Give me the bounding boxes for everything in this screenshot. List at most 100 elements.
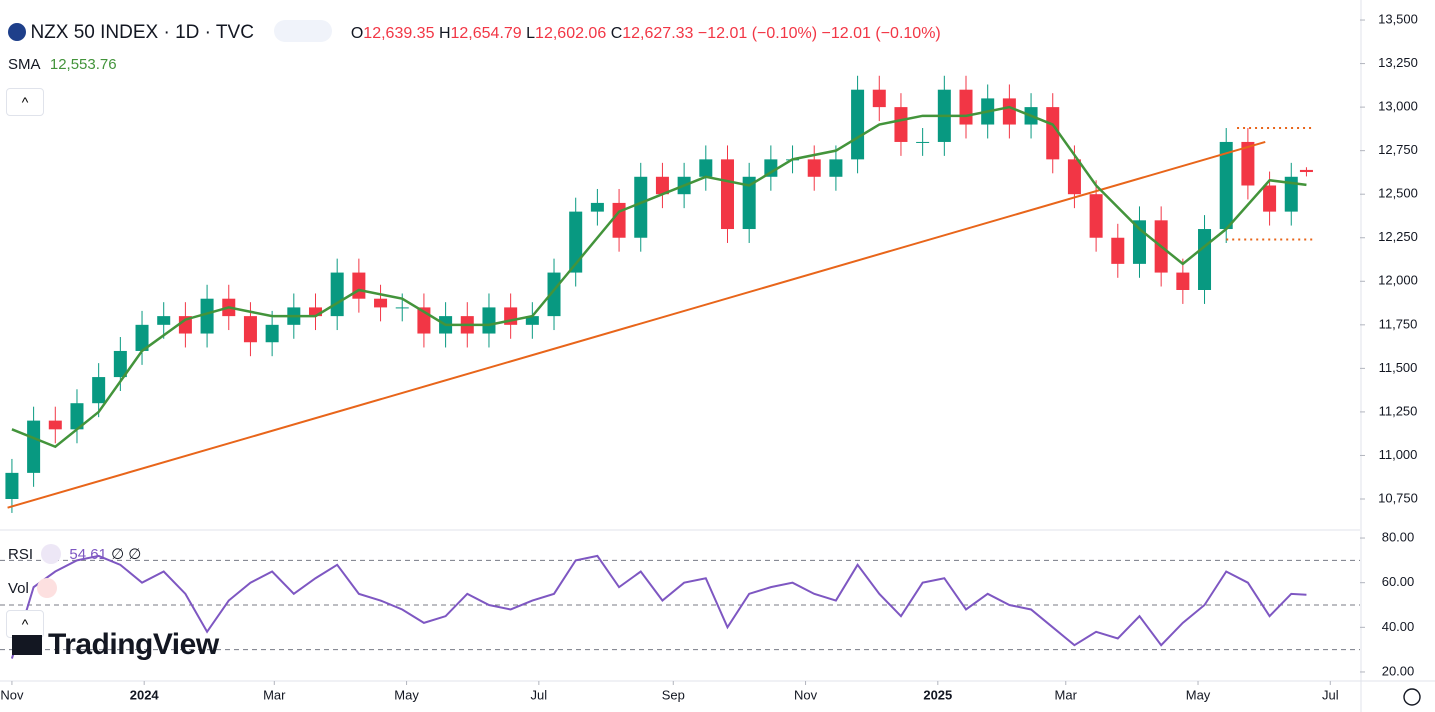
brand-name: TradingView <box>48 628 219 661</box>
candle-body <box>352 272 366 299</box>
candle-body <box>1284 176 1298 212</box>
candle-body <box>265 324 279 343</box>
candle-body <box>1263 185 1277 212</box>
y-tick-label: 10,750 <box>1378 490 1418 505</box>
candle-body <box>959 89 973 125</box>
x-tick-label: 2024 <box>130 687 160 702</box>
candle-body <box>547 272 561 317</box>
candle-body <box>92 377 106 404</box>
sma-legend: SMA 12,553.76 <box>8 56 117 73</box>
candle-body <box>894 107 908 142</box>
y-tick-label: 11,500 <box>1379 360 1418 375</box>
y-tick-label: 11,750 <box>1379 316 1418 331</box>
y-tick-label: 13,250 <box>1378 55 1418 70</box>
candle-body <box>482 307 496 334</box>
candle-body <box>590 202 604 212</box>
sma-name: SMA <box>8 56 40 73</box>
sma-line <box>11 105 1307 449</box>
candle-body <box>330 272 344 317</box>
candle-body <box>1132 220 1146 264</box>
candle-body <box>1219 141 1233 230</box>
y-tick-label: 13,000 <box>1378 99 1418 114</box>
brand-icon <box>12 635 42 655</box>
rsi-name: RSI <box>8 546 34 563</box>
rsi-value: 54.61 <box>69 546 107 563</box>
candle-body <box>395 307 409 309</box>
low-value: 12,602.06 <box>535 25 607 42</box>
candle-body <box>135 324 149 351</box>
candle-body <box>157 316 171 325</box>
candle-body <box>1198 229 1212 290</box>
candle-body <box>764 159 778 177</box>
x-tick-label: Nov <box>0 687 24 702</box>
candle-body <box>634 176 648 238</box>
candle-body <box>70 403 84 430</box>
y-tick-label: 13,500 <box>1378 11 1418 26</box>
candle-body <box>27 420 41 473</box>
candle-body <box>5 472 19 499</box>
candle-body <box>1067 159 1081 195</box>
candle-body <box>1241 141 1255 186</box>
header: NZX 50 INDEX · 1D · TVC O12,639.35 H12,6… <box>8 20 941 44</box>
vol-legend: Vol <box>8 578 58 598</box>
y-tick-label: 11,000 <box>1379 447 1418 462</box>
candle-body <box>829 159 843 177</box>
x-tick-label: Mar <box>263 687 286 702</box>
close-label: C <box>610 25 623 42</box>
collapse-button[interactable]: ^ <box>6 88 44 116</box>
x-tick-label: Jul <box>1322 687 1339 702</box>
candle-body <box>916 141 930 143</box>
sma-value: 12,553.76 <box>49 56 117 73</box>
y-tick-label: 12,500 <box>1378 186 1418 201</box>
candle-body <box>1002 98 1016 125</box>
candle-body <box>872 89 886 108</box>
rsi-legend: RSI 54.61 ∅ ∅ <box>8 544 141 564</box>
x-tick-label: May <box>394 687 419 702</box>
y-tick-label: 12,250 <box>1378 229 1418 244</box>
symbol-title[interactable]: NZX 50 INDEX · 1D · TVC <box>30 22 254 43</box>
candle-body <box>308 307 323 317</box>
y-tick-label: 12,750 <box>1378 142 1418 157</box>
flag-icon <box>8 23 26 41</box>
high-label: H <box>438 25 451 42</box>
y-tick-label: 20.00 <box>1382 663 1415 678</box>
x-tick-label: May <box>1186 687 1211 702</box>
x-tick-label: Mar <box>1055 687 1078 702</box>
candle-body <box>612 202 626 238</box>
candle-body <box>807 159 821 177</box>
vol-warning-icon[interactable] <box>37 578 58 598</box>
low-label: L <box>526 25 536 42</box>
high-value: 12,654.79 <box>450 25 522 42</box>
trendline <box>7 140 1266 509</box>
candle-body <box>48 420 62 430</box>
y-tick-label: 40.00 <box>1382 619 1415 634</box>
candle-body <box>1176 272 1190 290</box>
candle-body <box>851 89 865 160</box>
open-value: 12,639.35 <box>363 25 435 42</box>
status-pill[interactable] <box>274 20 333 42</box>
y-tick-label: 12,000 <box>1378 273 1418 288</box>
candle-body <box>200 298 214 334</box>
candle-body <box>1111 237 1125 264</box>
candle-body <box>243 316 257 343</box>
y-tick-label: 80.00 <box>1382 529 1415 544</box>
vol-name: Vol <box>8 580 29 597</box>
candle-body <box>1089 194 1103 238</box>
change: −12.01 (−0.10%) <box>697 25 818 42</box>
rsi-icon[interactable] <box>41 544 62 564</box>
x-tick-label: Sep <box>662 687 685 702</box>
candle-body <box>113 350 127 378</box>
close-value: 12,627.33 <box>622 25 694 42</box>
open-label: O <box>350 25 364 42</box>
y-tick-label: 11,250 <box>1379 403 1418 418</box>
candle-body <box>525 316 539 325</box>
x-tick-label: Jul <box>531 687 548 702</box>
candle-body <box>699 159 713 177</box>
candle-body <box>1046 107 1060 160</box>
settings-icon[interactable] <box>1403 688 1421 706</box>
candle-body <box>1299 169 1313 173</box>
brand-logo: TradingView <box>12 628 219 662</box>
